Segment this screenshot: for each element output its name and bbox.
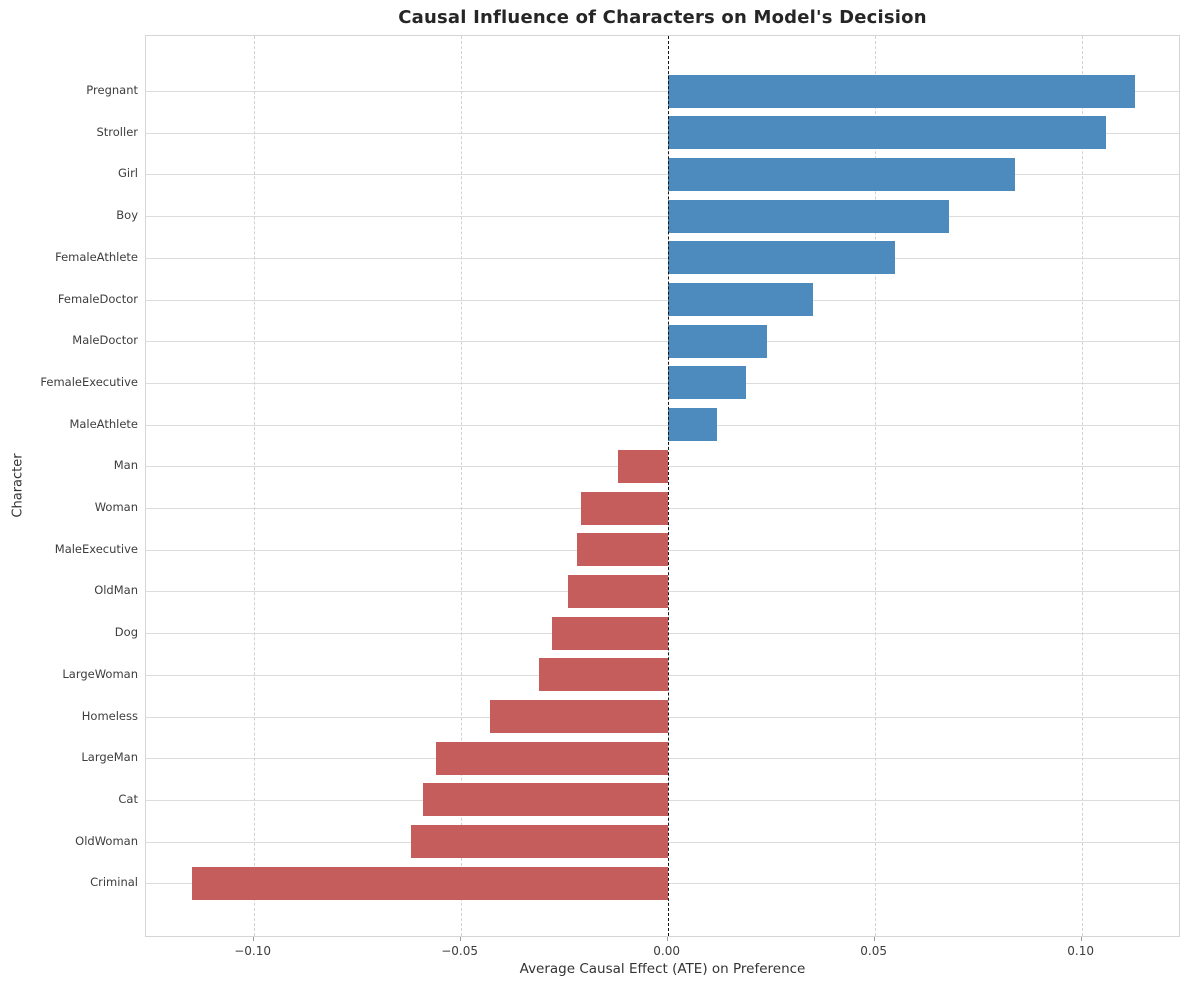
vertical-gridline xyxy=(253,36,255,936)
x-axis-title: Average Causal Effect (ATE) on Preferenc… xyxy=(519,961,806,977)
vertical-gridline xyxy=(874,36,876,936)
y-tick-label: MaleAthlete xyxy=(69,416,138,431)
y-tick-label: Pregnant xyxy=(86,83,138,97)
bar-cat xyxy=(423,783,668,817)
horizontal-gridline xyxy=(146,91,1179,92)
y-tick-label: FemaleAthlete xyxy=(55,249,138,264)
bar-boy xyxy=(667,199,950,233)
horizontal-gridline xyxy=(146,132,1179,134)
x-tick-label: −0.10 xyxy=(234,944,272,958)
bar-stroller xyxy=(667,116,1107,150)
bar-femaleexecutive xyxy=(667,366,747,400)
horizontal-gridline xyxy=(146,257,1179,259)
y-tick-label: FemaleExecutive xyxy=(40,374,138,389)
x-axis-tick-mark xyxy=(459,937,461,941)
y-tick-label: FemaleDoctor xyxy=(57,291,138,306)
y-tick-label: OldWoman xyxy=(75,833,138,848)
bar-largewoman xyxy=(539,658,668,692)
y-tick-label: Dog xyxy=(114,625,138,640)
y-tick-label: LargeWoman xyxy=(62,666,138,681)
horizontal-gridline xyxy=(146,382,1179,384)
x-tick-label: 0.10 xyxy=(1067,944,1094,958)
x-tick-label: −0.05 xyxy=(441,944,479,958)
y-tick-label: Girl xyxy=(117,166,138,181)
horizontal-gridline xyxy=(146,424,1179,426)
plot-area xyxy=(145,35,1180,937)
y-tick-label: Stroller xyxy=(96,124,138,139)
y-tick-label: Man xyxy=(113,458,138,473)
y-tick-label: Criminal xyxy=(90,875,138,890)
bar-man xyxy=(617,449,668,483)
bar-maleexecutive xyxy=(576,533,668,567)
bar-pregnant xyxy=(667,74,1136,108)
x-axis-tick-mark xyxy=(1080,937,1082,941)
x-axis-tick-mark xyxy=(252,937,254,941)
y-tick-label: Woman xyxy=(94,500,138,514)
bar-largeman xyxy=(435,741,668,775)
x-axis-tick-mark xyxy=(873,937,875,941)
y-tick-label: Cat xyxy=(118,791,138,806)
x-axis-tick-mark xyxy=(666,937,668,941)
vertical-gridline xyxy=(1081,36,1083,936)
bar-oldman xyxy=(568,574,668,608)
bar-maleathlete xyxy=(667,408,718,442)
y-axis-title: Character xyxy=(10,453,26,518)
x-tick-label: 0.00 xyxy=(653,944,680,958)
vertical-gridline xyxy=(460,36,462,936)
horizontal-gridline xyxy=(146,216,1179,218)
y-tick-label: Homeless xyxy=(81,708,138,723)
zero-reference-line xyxy=(667,36,669,936)
horizontal-gridline xyxy=(146,299,1179,301)
horizontal-gridline xyxy=(146,174,1179,176)
y-tick-label: LargeMan xyxy=(81,750,138,765)
y-tick-label: MaleDoctor xyxy=(72,333,138,348)
y-tick-label: Boy xyxy=(116,208,138,223)
bar-homeless xyxy=(489,700,668,733)
y-tick-label: OldMan xyxy=(94,583,138,598)
x-tick-label: 0.05 xyxy=(860,944,887,958)
bar-maledoctor xyxy=(667,324,767,358)
bar-oldwoman xyxy=(410,825,668,859)
bar-dog xyxy=(551,616,668,650)
bar-femaleathlete xyxy=(667,241,896,275)
y-tick-label: MaleExecutive xyxy=(54,541,138,556)
bar-femaledoctor xyxy=(667,283,813,316)
chart-title: Causal Influence of Characters on Model'… xyxy=(398,7,927,28)
bar-criminal xyxy=(191,866,668,900)
bar-girl xyxy=(667,157,1016,191)
bar-woman xyxy=(580,491,668,525)
horizontal-gridline xyxy=(146,341,1179,343)
